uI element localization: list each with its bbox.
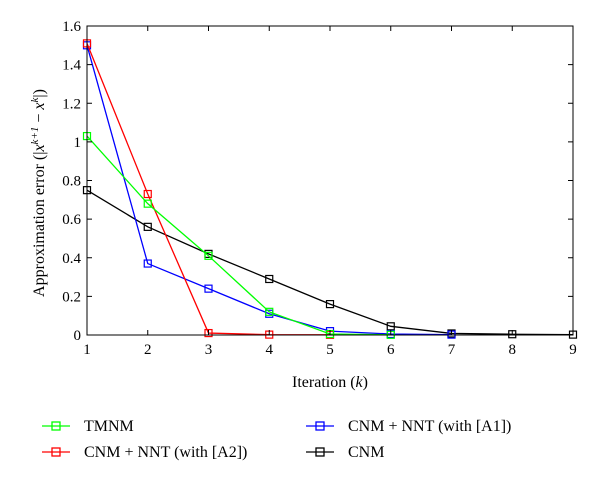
- y-tick-label: 1: [74, 135, 82, 151]
- data-point: [143, 222, 152, 231]
- x-axis-title-close: ): [363, 374, 368, 391]
- data-point: [204, 251, 213, 260]
- y-axis-title: Approximation error (|xk+1 − xk|): [29, 89, 48, 297]
- data-point: [265, 274, 274, 284]
- y-axis-title-minus: −: [31, 110, 48, 127]
- x-axis-title-text: Iteration (: [292, 374, 356, 391]
- series-tmnm: [82, 131, 395, 339]
- legend-item-cnm-nnt-a1: CNM + NNT (with [A1]): [306, 418, 511, 435]
- y-tick-label: 1.4: [62, 58, 81, 74]
- y-axis-title-sup1: k+1: [29, 127, 41, 145]
- series-line: [86, 45, 452, 336]
- x-tick-label: 8: [509, 342, 517, 358]
- legend-label-cnm: CNM: [348, 444, 384, 461]
- y-tick-label: 0.6: [62, 212, 81, 228]
- y-axis-title-prefix: Approximation error (|: [31, 152, 48, 297]
- legend-label-cnm-nnt-a2: CNM + NNT (with [A2]): [84, 444, 247, 461]
- x-axis-title: Iteration (k): [292, 374, 368, 391]
- series-line: [86, 43, 331, 336]
- y-tick-label: 0: [74, 328, 82, 344]
- data-point: [204, 284, 213, 293]
- y-axis-title-sup2: k: [29, 96, 41, 102]
- legend-item-cnm: CNM: [306, 444, 384, 461]
- x-tick-label: 2: [144, 342, 152, 358]
- y-axis-title-x2: x: [31, 102, 48, 110]
- data-point: [265, 307, 274, 316]
- legend-label-tmnm: TMNM: [84, 418, 134, 435]
- x-axis-title-var: k: [356, 374, 364, 391]
- series-line: [86, 135, 391, 336]
- y-tick-label: 0.4: [62, 251, 81, 267]
- legend-marker-cnm: [315, 447, 325, 457]
- axes: 1 2 3 4 5 6 7 8 9 0 0.2 0.4 0.6 0.8 1 1.2 1.4 1.6: [62, 19, 577, 358]
- legend-marker-cnm-nnt-a1: [315, 421, 325, 431]
- data-point: [143, 199, 152, 208]
- series-cnm: [82, 186, 578, 339]
- data-point: [143, 259, 152, 268]
- y-tick-label: 0.2: [62, 289, 81, 305]
- data-point: [143, 189, 152, 199]
- plot-frame: [86, 25, 574, 336]
- x-tick-label: 7: [448, 342, 456, 358]
- series-line: [86, 189, 574, 336]
- y-tick-label: 1.6: [62, 19, 81, 35]
- legend-marker-tmnm: [51, 421, 61, 431]
- legend-item-cnm-nnt-a2: CNM + NNT (with [A2]): [42, 444, 247, 461]
- legend-marker-cnm-nnt-a2: [51, 447, 61, 457]
- legend-label-cnm-nnt-a1: CNM + NNT (with [A1]): [348, 418, 511, 435]
- x-tick-label: 6: [387, 342, 395, 358]
- legend-item-tmnm: TMNM: [42, 418, 134, 435]
- legend: TMNM CNM + NNT (with [A2]) CNM + NNT (wi…: [42, 418, 511, 461]
- x-tick-label: 5: [326, 342, 334, 358]
- series-cnm-nnt-a1: [82, 41, 456, 339]
- y-tick-label: 1.2: [62, 96, 81, 112]
- series-cnm-nnt-a2: [82, 39, 335, 339]
- y-tick-label: 0.8: [62, 174, 81, 190]
- x-tick-label: 4: [266, 342, 274, 358]
- x-tick-label: 1: [83, 342, 91, 358]
- x-tick-label: 3: [205, 342, 213, 358]
- plot-area: [82, 39, 578, 339]
- y-axis-title-x1: x: [31, 144, 48, 152]
- data-point: [386, 322, 395, 331]
- x-tick-label: 9: [569, 342, 577, 358]
- y-axis-title-suffix: |): [31, 89, 48, 98]
- data-point: [204, 328, 213, 338]
- data-point: [325, 300, 335, 309]
